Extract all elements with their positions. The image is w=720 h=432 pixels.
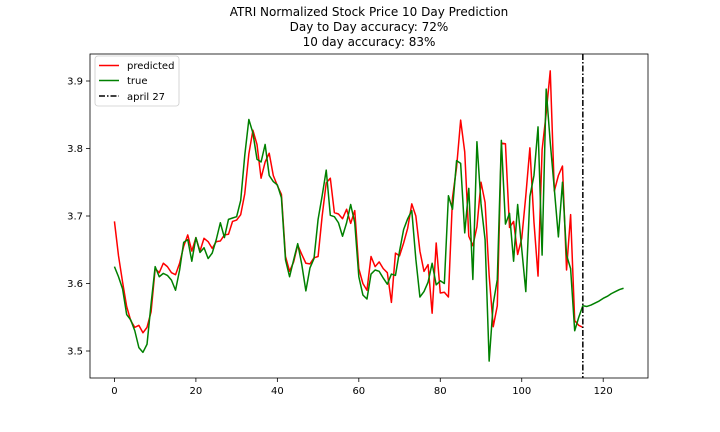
x-tick-label: 0 xyxy=(111,386,117,397)
y-tick-label: 3.9 xyxy=(67,77,83,88)
y-tick-label: 3.5 xyxy=(67,347,83,358)
title-line-3: 10 day accuracy: 83% xyxy=(303,35,436,49)
legend: predicted true april 27 xyxy=(94,55,180,107)
x-tick-label: 80 xyxy=(434,386,447,397)
x-axis: 0 20 40 60 80 100 120 xyxy=(111,378,613,397)
series-layer xyxy=(113,70,624,362)
legend-april-27-label: april 27 xyxy=(127,92,165,103)
y-tick-label: 3.6 xyxy=(67,279,83,290)
y-tick-label: 3.7 xyxy=(67,212,83,223)
legend-true-label: true xyxy=(127,76,148,87)
x-tick-label: 120 xyxy=(594,386,613,397)
x-tick-label: 20 xyxy=(190,386,203,397)
series-line-predicted xyxy=(113,70,584,334)
legend-predicted-label: predicted xyxy=(127,61,174,72)
series-line-true xyxy=(113,88,624,362)
x-tick-label: 40 xyxy=(271,386,284,397)
title-line-2: Day to Day accuracy: 72% xyxy=(290,20,449,34)
y-axis: 3.5 3.6 3.7 3.8 3.9 xyxy=(67,77,90,358)
chart-title: ATRI Normalized Stock Price 10 Day Predi… xyxy=(230,5,508,49)
legend-box xyxy=(94,55,180,107)
x-tick-label: 60 xyxy=(352,386,365,397)
x-tick-label: 100 xyxy=(512,386,531,397)
y-tick-label: 3.8 xyxy=(67,144,83,155)
title-line-1: ATRI Normalized Stock Price 10 Day Predi… xyxy=(230,5,508,19)
